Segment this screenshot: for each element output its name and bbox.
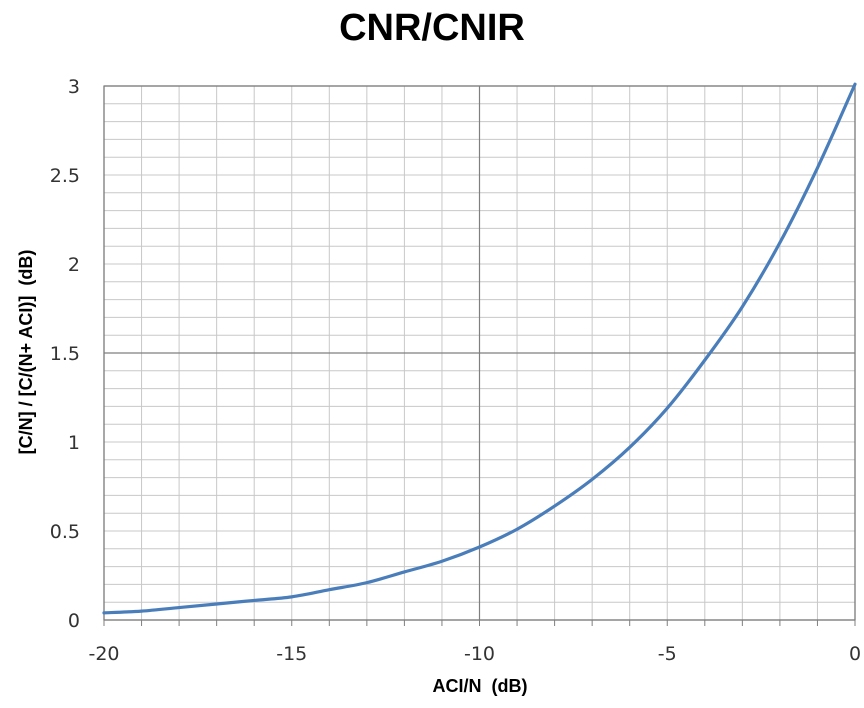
- y-tick-label: 3: [68, 76, 80, 98]
- y-tick-label: 2.5: [50, 165, 80, 187]
- plot-frame: [103, 85, 856, 626]
- x-tick-label: -15: [276, 643, 307, 665]
- x-tick-label: -20: [88, 643, 119, 665]
- series-layer: [102, 82, 857, 615]
- x-tick-label: 0: [849, 643, 861, 665]
- y-tick-label: 0.5: [50, 521, 80, 543]
- y-tick-label: 0: [68, 610, 80, 632]
- series-line-0: [102, 82, 857, 615]
- y-tick-label: 2: [68, 254, 80, 276]
- y-axis-label: [C/N] / [C/(N+ ACI)] (dB): [16, 250, 36, 455]
- y-tick-label: 1.5: [50, 343, 80, 365]
- chart-title: CNR/CNIR: [339, 7, 525, 49]
- x-tick-label: -10: [464, 643, 495, 665]
- x-tick-label: -5: [658, 643, 677, 665]
- x-tick-labels: -20 -15 -10 -5 0: [88, 643, 861, 665]
- x-axis-label: ACI/N (dB): [433, 676, 528, 696]
- y-tick-labels: 0 0.5 1 1.5 2 2.5 3: [50, 76, 80, 632]
- y-tick-label: 1: [68, 432, 80, 454]
